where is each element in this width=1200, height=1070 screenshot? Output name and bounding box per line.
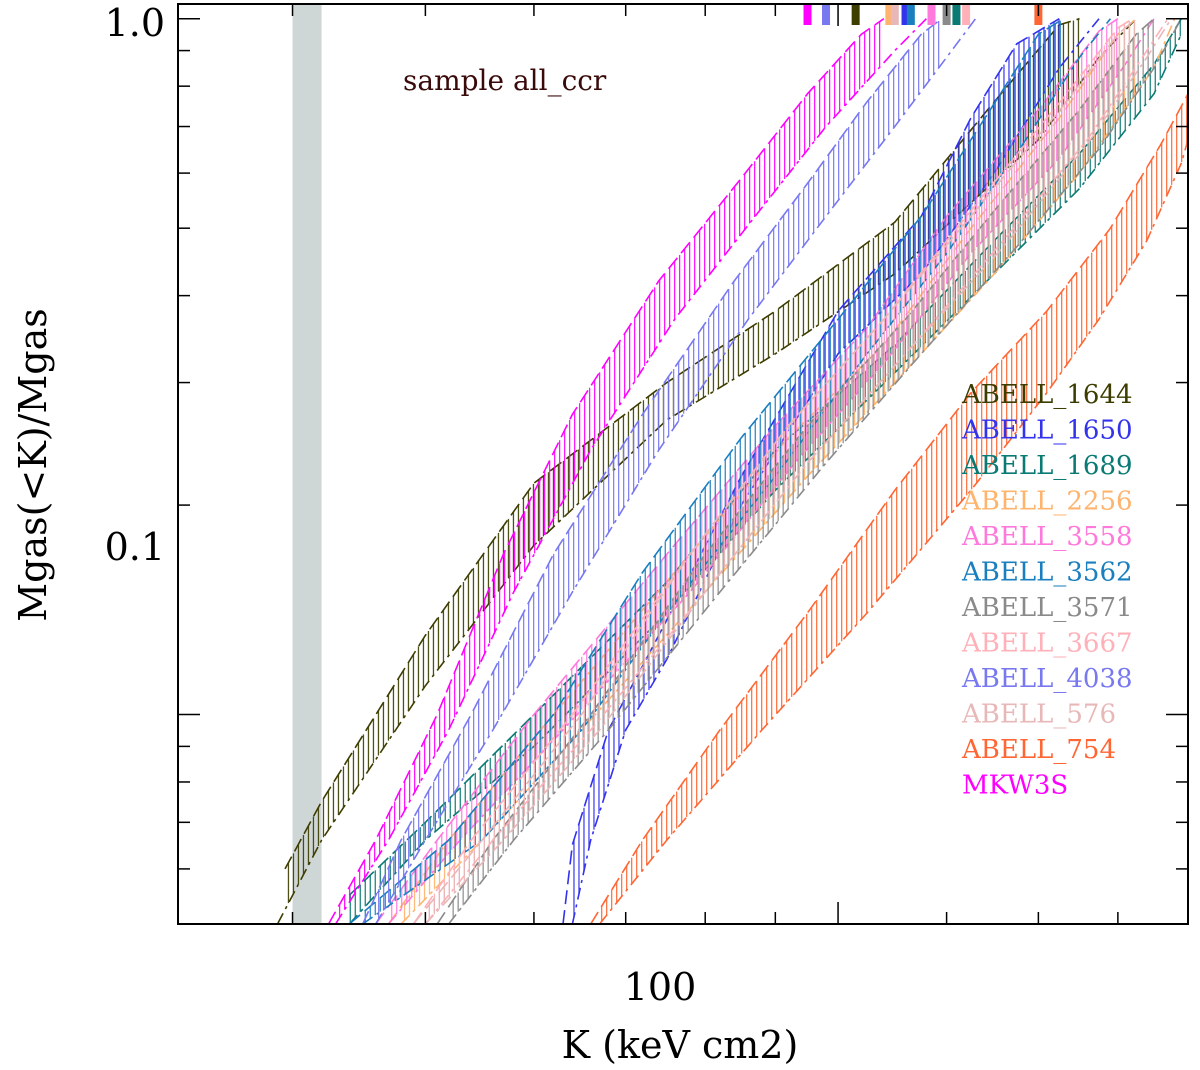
series-hatch [364, 20, 1061, 923]
legend-entry: ABELL_2256 [961, 487, 1133, 517]
legend-entry: ABELL_1644 [961, 380, 1133, 410]
shaded-band [292, 4, 322, 924]
legend-entry: MKW3S [962, 771, 1068, 801]
series-abell-3562 [348, 18, 1112, 924]
y-tick-label-1: 1.0 [105, 1, 165, 45]
legend-entry: ABELL_1689 [961, 451, 1133, 481]
marker-abell-2256 [885, 5, 894, 25]
series-hatch [601, 96, 1188, 922]
legend-entry: ABELL_3667 [961, 629, 1133, 659]
series-lower-bound [424, 18, 1172, 924]
series-upper-bound [327, 18, 885, 924]
axis-ticks [178, 4, 1189, 924]
series-lower-bound [400, 18, 1176, 924]
series-layer [276, 17, 1188, 924]
series-lower-bound [424, 18, 1169, 924]
series-lower-bound [276, 18, 1137, 924]
legend: ABELL_1644 ABELL_1650 ABELL_1689 ABELL_2256… [961, 380, 1133, 801]
series-hatch [338, 21, 881, 918]
series-hatch [452, 19, 1154, 919]
series-upper-bound [361, 18, 943, 924]
series-upper-bound [590, 93, 1188, 924]
series-mkw3s [327, 18, 927, 924]
marker-abell-3558 [927, 5, 936, 25]
marker-abell-1689 [952, 5, 961, 25]
series-abell-4038 [361, 18, 977, 924]
series-upper-bound [284, 17, 1080, 870]
legend-entry: ABELL_1650 [961, 416, 1133, 446]
series-upper-bound [436, 18, 1155, 924]
legend-entry: ABELL_576 [961, 700, 1116, 730]
shaded-bands [292, 4, 322, 924]
series-upper-bound [412, 18, 1134, 924]
marker-abell-3667 [962, 5, 971, 25]
annotation-sample: sample all_ccr [403, 64, 607, 97]
marker-abell-1650 [901, 5, 910, 25]
series-lower-bound [448, 18, 1182, 924]
legend-entry: ABELL_754 [961, 735, 1116, 765]
marker-abell-576 [890, 5, 899, 25]
series-upper-bound [412, 18, 1137, 924]
x-tick-label-0: 100 [624, 965, 697, 1009]
series-abell-3571 [436, 18, 1182, 924]
series-upper-bound [348, 18, 1182, 896]
marker-mkw3s [803, 5, 812, 25]
series-lower-bound [375, 18, 977, 924]
marker-abell-1644 [851, 5, 860, 25]
y-tick-label-0: 0.1 [105, 525, 165, 569]
series-lower-bound [598, 139, 1188, 924]
plot-frame [177, 3, 1189, 925]
series-hatch [287, 19, 1080, 904]
legend-entry: ABELL_4038 [961, 664, 1133, 694]
series-upper-bound [348, 18, 1064, 924]
marker-abell-3562 [906, 5, 915, 25]
series-upper-bound [375, 18, 1119, 924]
series-hatch [378, 21, 940, 920]
x-axis-title: K (keV cm2) [562, 1023, 799, 1067]
marker-abell-4038 [822, 5, 831, 25]
series-lower-bound [334, 18, 927, 924]
series-abell-576 [412, 18, 1172, 924]
legend-entry: ABELL_3571 [961, 593, 1133, 623]
series-abell-754 [590, 93, 1188, 924]
y-axis-title: Mgas(<K)/Mgas [11, 308, 55, 621]
legend-entry: ABELL_3562 [961, 558, 1133, 588]
legend-entry: ABELL_3558 [961, 522, 1133, 552]
series-hatch [428, 20, 1136, 920]
